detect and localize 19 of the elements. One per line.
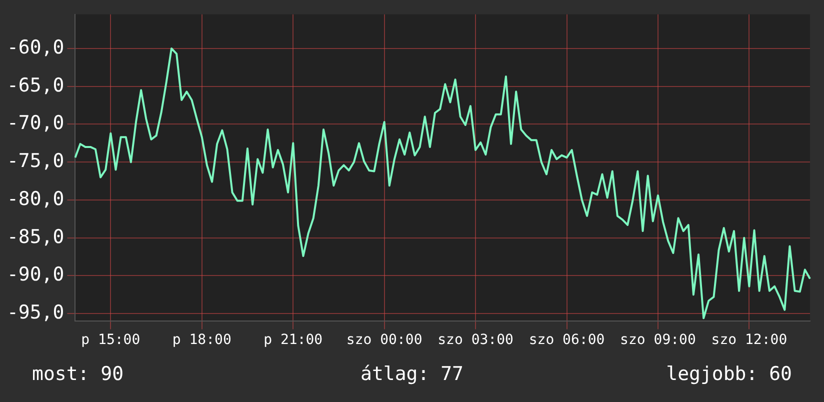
x-tick-label: szo 06:00 xyxy=(528,332,605,348)
y-tick-label: -60,0 xyxy=(6,36,64,58)
x-tick-label: szo 00:00 xyxy=(346,332,422,348)
y-tick-label: -85,0 xyxy=(6,226,64,248)
y-tick-label: -95,0 xyxy=(6,302,64,324)
text: legjobb: 60 xyxy=(666,362,792,385)
y-tick-label: -65,0 xyxy=(6,74,64,96)
x-tick-label: szo 12:00 xyxy=(711,332,788,348)
x-tick-label: p 15:00 xyxy=(81,332,140,348)
x-tick-label: p 18:00 xyxy=(172,332,232,348)
x-tick-label: p 21:00 xyxy=(264,332,323,348)
y-tick-label: -80,0 xyxy=(6,188,64,210)
x-tick-label: szo 03:00 xyxy=(438,332,514,348)
x-tick-label: szo 09:00 xyxy=(620,332,696,348)
text: átlag: 77 xyxy=(360,362,464,385)
y-tick-label: -75,0 xyxy=(6,150,64,172)
y-tick-label: -90,0 xyxy=(6,264,64,286)
y-tick-label: -70,0 xyxy=(6,112,64,134)
text: most: 90 xyxy=(32,362,124,385)
